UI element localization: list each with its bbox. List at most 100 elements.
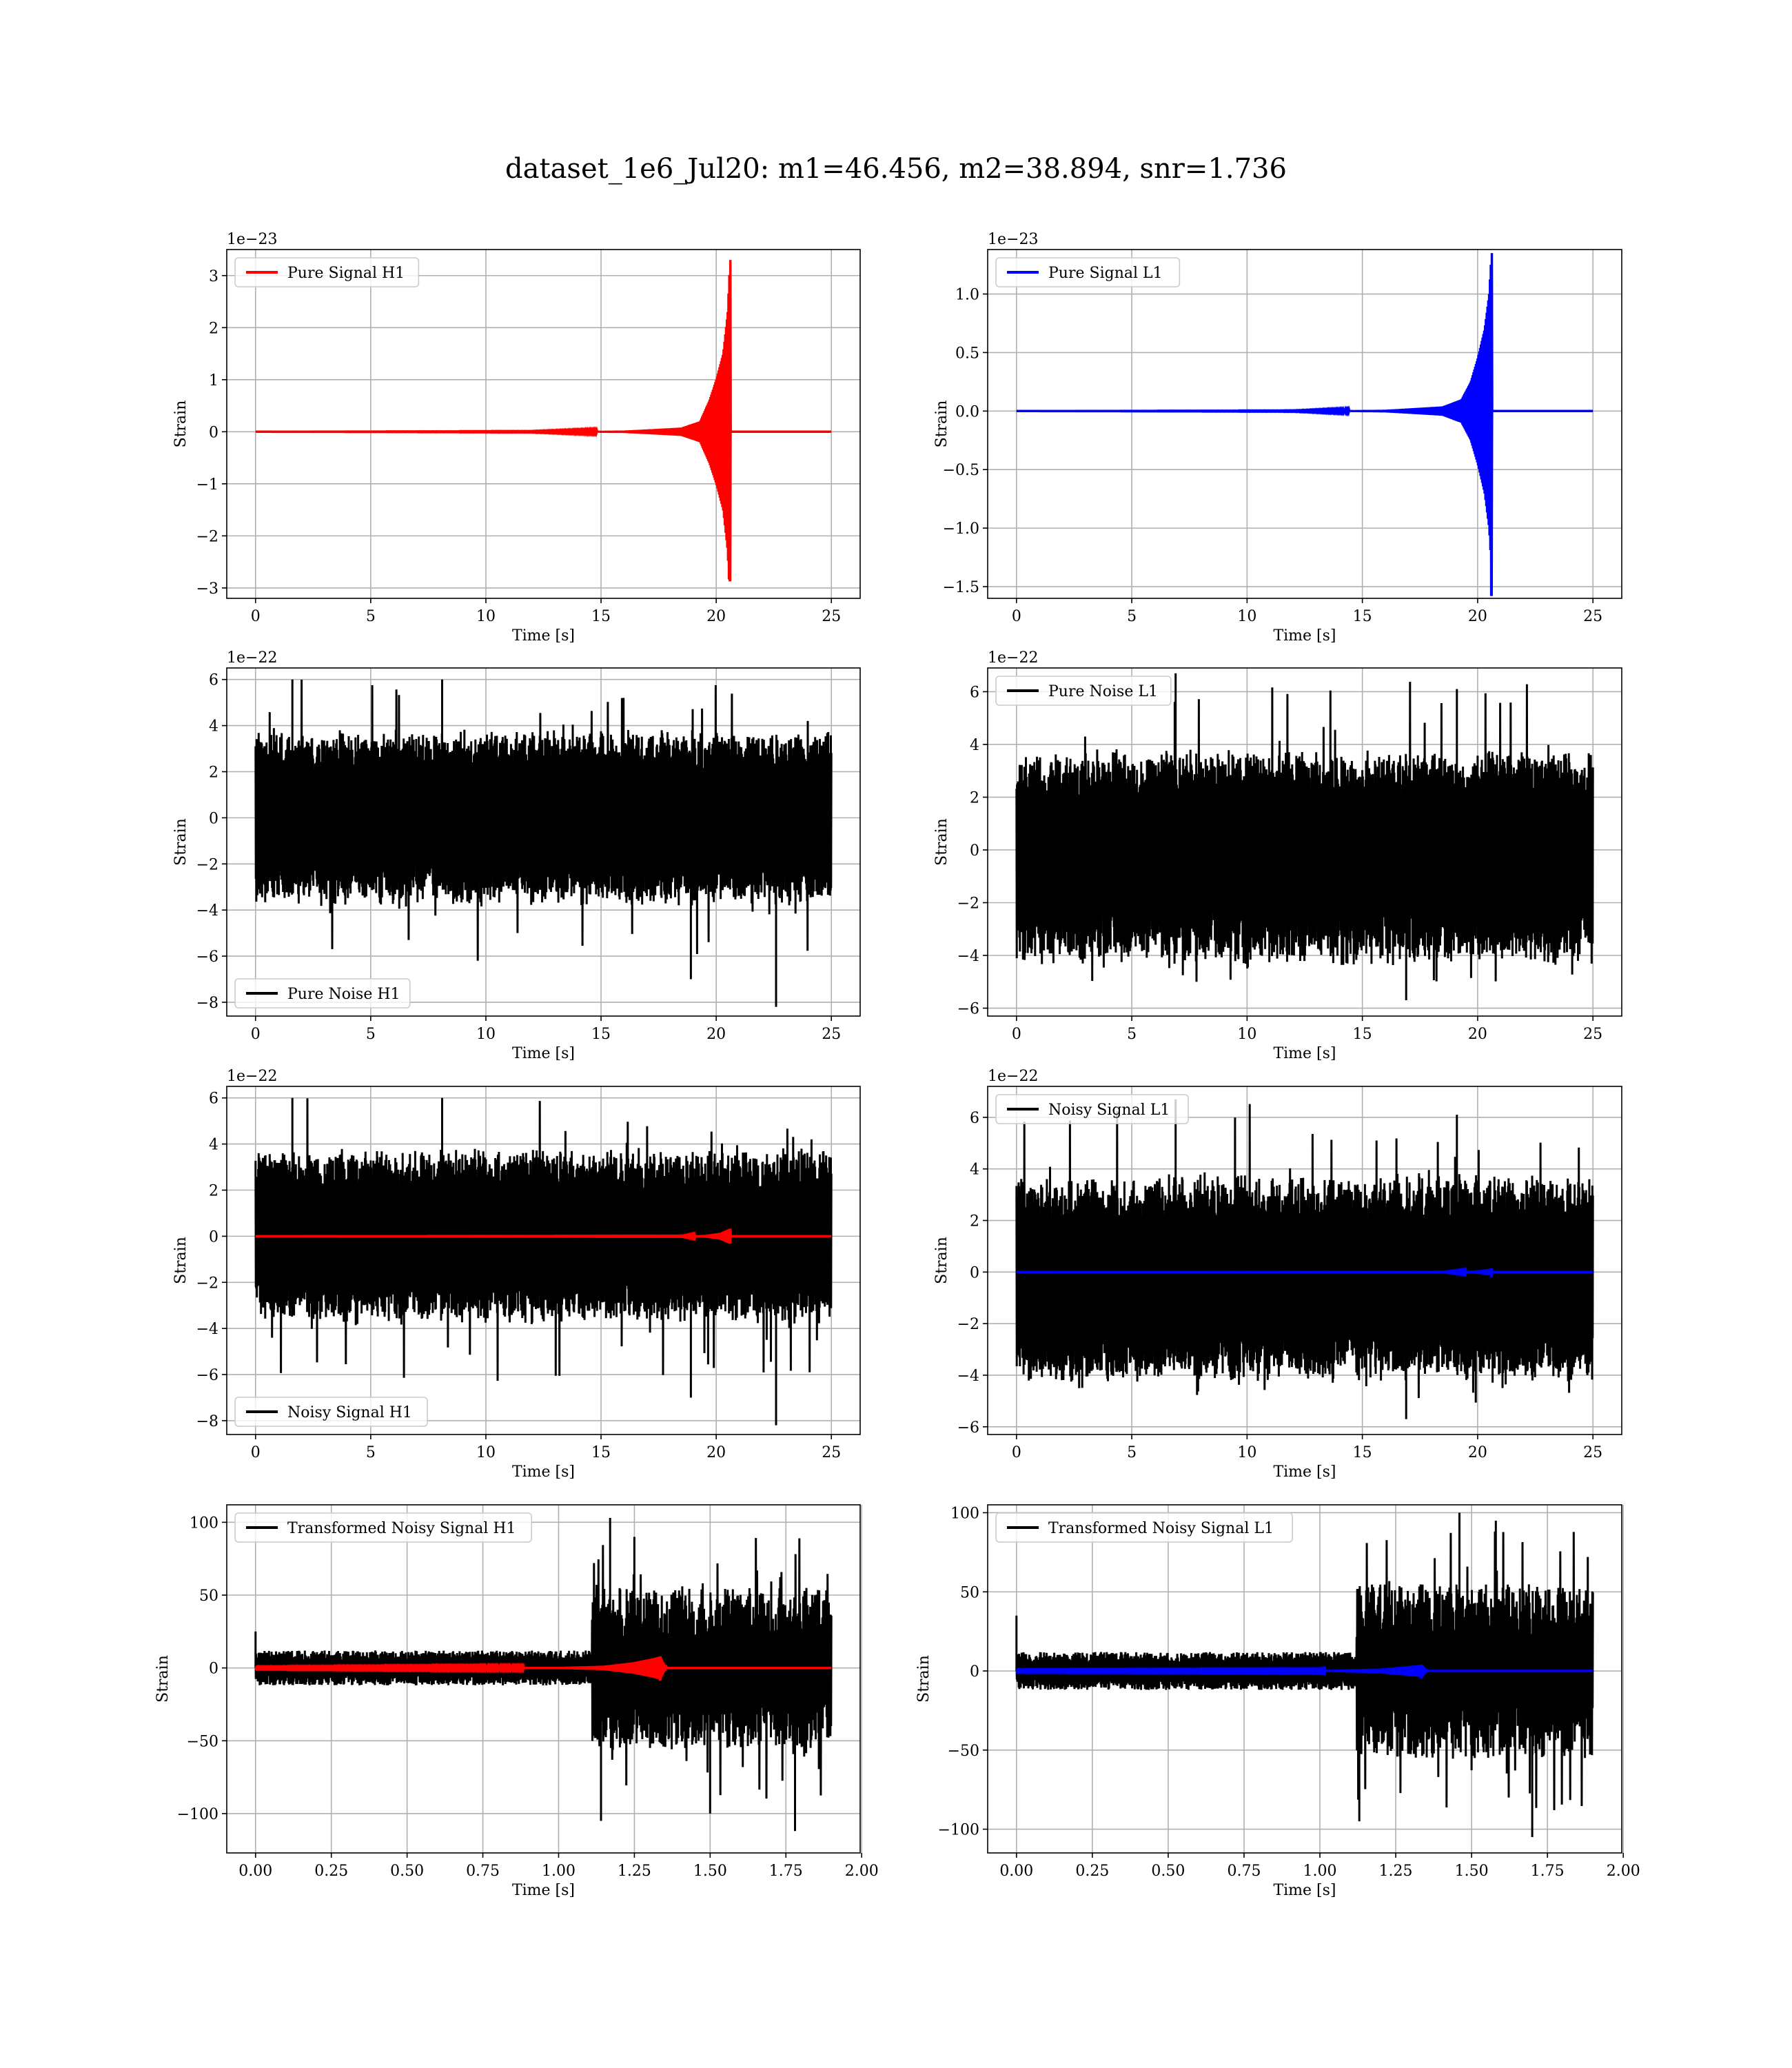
legend: Transformed Noisy Signal L1 — [995, 1512, 1294, 1543]
figure-title: dataset_1e6_Jul20: m1=46.456, m2=38.894,… — [505, 153, 1287, 185]
subplot-noisy-signal-h1: 0 5 10 15 20 25 −8 −6 −4 −2 0 2 4 6 Time [s] Strain 1e−2… — [172, 1068, 861, 1481]
x-tick-label: 10 — [1237, 1444, 1256, 1461]
y-tick-label: −2 — [196, 1275, 218, 1292]
x-tick-label: 20 — [1468, 1026, 1487, 1043]
legend-label: Pure Noise L1 — [1048, 683, 1158, 700]
plot-area — [1015, 1099, 1594, 1419]
axes-frame — [226, 249, 861, 599]
x-tick-label: 5 — [1127, 608, 1137, 625]
y-tick-label: −8 — [196, 995, 218, 1012]
legend-label: Noisy Signal L1 — [1048, 1102, 1170, 1119]
x-tick-label: 20 — [706, 608, 726, 625]
plot-area — [1015, 673, 1594, 1000]
x-axis-label: Time [s] — [512, 627, 575, 645]
y-tick-label: −6 — [196, 949, 218, 966]
legend-label: Pure Signal L1 — [1048, 265, 1163, 282]
x-tick-label: 1.50 — [1455, 1863, 1489, 1880]
x-axis-label: Time [s] — [512, 1882, 575, 1899]
subplot-noisy-signal-l1: 0 5 10 15 20 25 −6 −4 −2 0 2 4 6 Time [s] Strain 1e−22 N… — [933, 1068, 1622, 1481]
legend-box — [234, 1512, 533, 1543]
x-axis-label: Time [s] — [512, 1463, 575, 1481]
x-tick-label: 0 — [251, 608, 261, 625]
y-axis-label: Strain — [933, 1237, 950, 1284]
y-tick-label: −2 — [957, 895, 979, 912]
y-tick-label: −3 — [196, 580, 218, 598]
y-tick-label: −4 — [196, 1321, 218, 1338]
x-tick-label: 20 — [1468, 608, 1487, 625]
y-tick-label: 4 — [970, 737, 979, 754]
legend-label: Transformed Noisy Signal H1 — [287, 1520, 516, 1537]
y-tick-label: 100 — [190, 1514, 218, 1532]
y-axis-label: Strain — [933, 818, 950, 866]
y-tick-label: 6 — [209, 1091, 218, 1108]
legend: Transformed Noisy Signal H1 — [234, 1512, 533, 1543]
y-tick-label: 100 — [950, 1505, 979, 1522]
x-tick-label: 25 — [822, 608, 841, 625]
y-tick-label: 0 — [970, 842, 979, 860]
legend-label: Pure Noise H1 — [287, 986, 400, 1003]
series-line-transformed-noisy-signal-l1 — [1015, 1512, 1594, 1837]
axis-offset-label: 1e−22 — [227, 1068, 277, 1085]
ticks: 0 5 10 15 20 25 −8 −6 −4 −2 0 2 4 6 — [196, 672, 842, 1043]
y-tick-label: 2 — [209, 1182, 218, 1199]
y-tick-label: −6 — [196, 1367, 218, 1384]
y-tick-label: 4 — [209, 718, 218, 736]
y-tick-label: −6 — [957, 1001, 979, 1018]
x-tick-label: 10 — [1237, 608, 1256, 625]
axes-frame — [987, 1504, 1622, 1854]
legend-box — [234, 257, 420, 287]
legend-label: Transformed Noisy Signal L1 — [1048, 1520, 1274, 1537]
y-axis-label: Strain — [154, 1655, 172, 1703]
legend: Pure Noise H1 — [234, 978, 411, 1008]
axes-frame — [987, 1086, 1622, 1435]
y-tick-label: 0 — [970, 1264, 979, 1281]
x-tick-label: 0.25 — [314, 1863, 348, 1880]
y-tick-label: 2 — [209, 320, 218, 337]
y-tick-label: 0.0 — [955, 403, 979, 420]
x-tick-label: 0.25 — [1075, 1863, 1109, 1880]
y-tick-label: −100 — [938, 1822, 979, 1839]
y-tick-label: 0.5 — [955, 345, 979, 362]
x-tick-label: 25 — [822, 1026, 841, 1043]
ticks: 0 5 10 15 20 25 −1.5 −1.0 −0.5 0.0 0.5 1.0 — [943, 287, 1603, 625]
x-tick-label: 15 — [591, 1026, 611, 1043]
plot-area — [1015, 1512, 1594, 1837]
plot-area — [1016, 253, 1594, 596]
plot-area — [255, 260, 832, 582]
x-tick-label: 15 — [1353, 1444, 1372, 1461]
y-tick-label: 6 — [209, 672, 218, 689]
y-tick-label: −0.5 — [943, 462, 979, 479]
x-tick-label: 2.00 — [845, 1863, 879, 1880]
x-tick-label: 1.25 — [1379, 1863, 1413, 1880]
plot-area — [254, 1097, 833, 1426]
x-tick-label: 20 — [706, 1444, 726, 1461]
series-line-transformed-noisy-signal-h1 — [254, 1518, 833, 1832]
y-tick-label: 4 — [970, 1162, 979, 1179]
axis-offset-label: 1e−22 — [988, 1068, 1038, 1085]
y-axis-label: Strain — [172, 818, 190, 866]
subplot-pure-noise-l1: 0 5 10 15 20 25 −6 −4 −2 0 2 4 6 Time [s] Strain 1e−22 P… — [933, 649, 1622, 1062]
x-tick-label: 1.50 — [693, 1863, 727, 1880]
legend: Noisy Signal L1 — [995, 1094, 1189, 1124]
axes-frame — [226, 1086, 861, 1435]
x-tick-label: 25 — [822, 1444, 841, 1461]
legend: Noisy Signal H1 — [234, 1397, 428, 1427]
legend-box — [995, 1512, 1294, 1543]
y-tick-label: 50 — [199, 1588, 218, 1605]
series-line-noisy-signal-h1 — [254, 1097, 833, 1426]
y-tick-label: 1.0 — [955, 287, 979, 304]
y-tick-label: 0 — [209, 810, 218, 827]
subplot-pure-signal-l1: 0 5 10 15 20 25 −1.5 −1.0 −0.5 0.0 0.5 1.0 Time [s] S… — [933, 231, 1622, 645]
x-tick-label: 10 — [476, 608, 496, 625]
y-tick-label: −2 — [196, 856, 218, 873]
y-tick-label: −4 — [957, 948, 979, 965]
x-axis-label: Time [s] — [1273, 1463, 1336, 1481]
x-axis-label: Time [s] — [512, 1045, 575, 1062]
y-tick-label: −1.5 — [943, 579, 979, 596]
subplot-pure-signal-h1: 0 5 10 15 20 25 −3 −2 −1 0 1 2 3 Time [s] Strain 1e−23 P… — [172, 231, 861, 645]
x-tick-label: 1.25 — [618, 1863, 651, 1880]
x-tick-label: 15 — [1353, 1026, 1372, 1043]
ticks: 0 5 10 15 20 25 −6 −4 −2 0 2 4 6 — [957, 684, 1603, 1043]
y-tick-label: 0 — [970, 1663, 979, 1681]
